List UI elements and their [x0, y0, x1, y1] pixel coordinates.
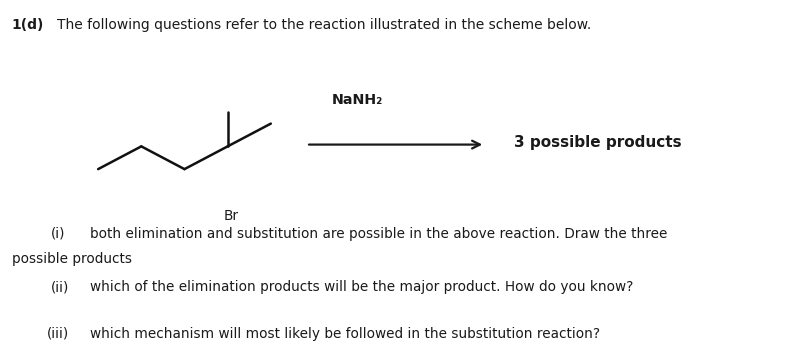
Text: (iii): (iii) [47, 327, 69, 341]
Text: Br: Br [224, 209, 239, 223]
Text: which of the elimination products will be the major product. How do you know?: which of the elimination products will b… [90, 280, 633, 294]
Text: 1(d): 1(d) [12, 18, 44, 32]
Text: which mechanism will most likely be followed in the substitution reaction?: which mechanism will most likely be foll… [90, 327, 601, 341]
Text: 3 possible products: 3 possible products [514, 135, 682, 150]
Text: (ii): (ii) [51, 280, 69, 294]
Text: (i): (i) [51, 227, 65, 241]
Text: both elimination and substitution are possible in the above reaction. Draw the t: both elimination and substitution are po… [90, 227, 668, 241]
Text: The following questions refer to the reaction illustrated in the scheme below.: The following questions refer to the rea… [57, 18, 591, 32]
Text: possible products: possible products [12, 252, 132, 266]
Text: NaNH₂: NaNH₂ [331, 93, 383, 107]
